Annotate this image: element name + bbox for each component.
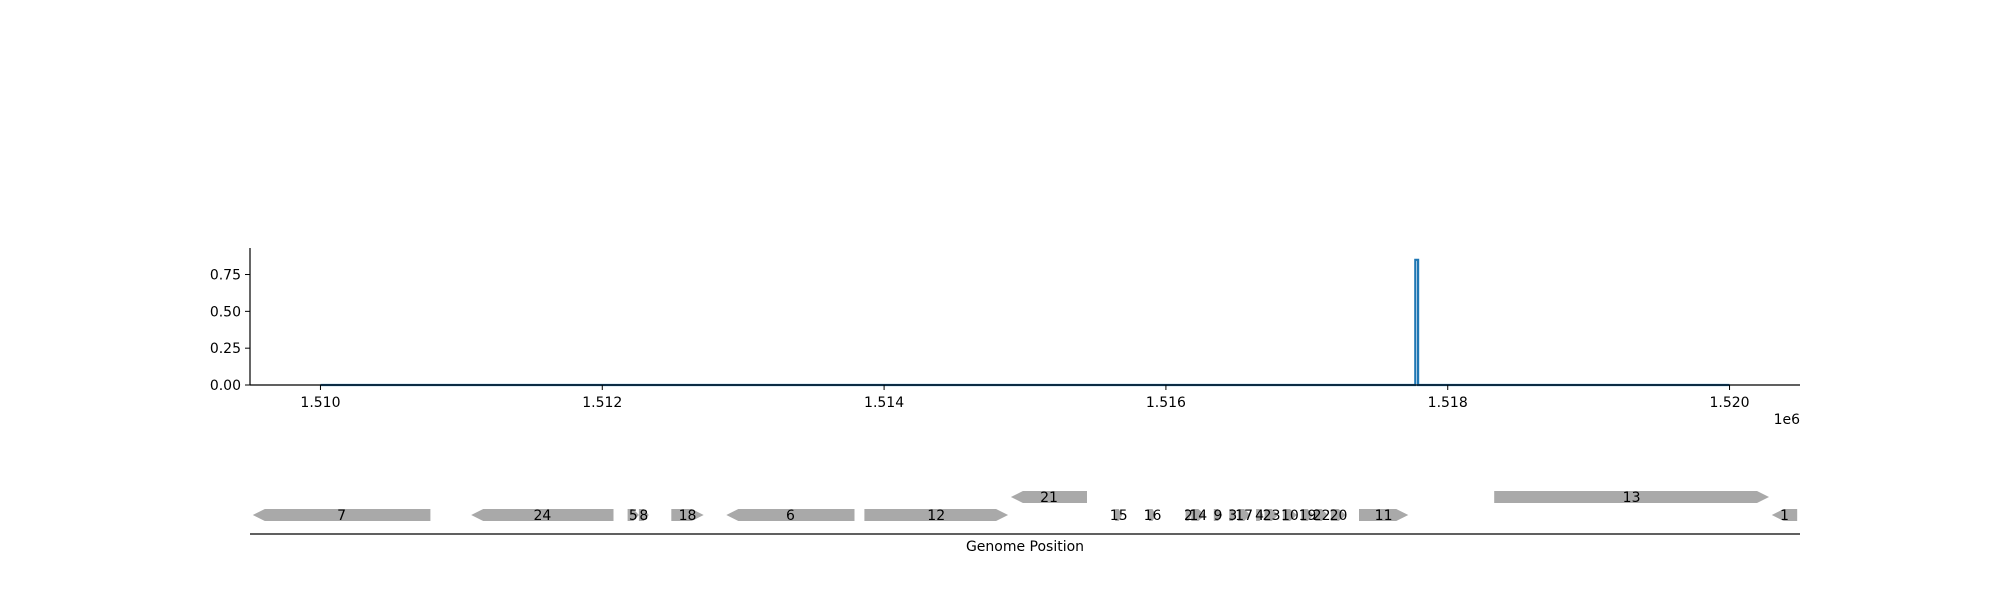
gene-feature-16 [1149,509,1156,521]
gene-label-22: 22 [1313,508,1331,524]
gene-label-4: 4 [1255,508,1264,524]
gene-feature-4 [1256,509,1264,521]
gene-feature-19 [1301,509,1314,521]
x-tick-label: 1.512 [582,395,622,411]
gene-label-23: 23 [1263,508,1281,524]
gene-feature-17 [1237,509,1251,521]
gene-feature-23 [1264,509,1279,521]
x-tick-label: 1.516 [1146,395,1186,411]
y-tick-label: 0.00 [210,378,241,394]
gene-label-2: 2 [1184,508,1193,524]
gene-feature-24 [471,509,614,521]
gene-label-13: 13 [1623,490,1641,506]
gene-label-5: 5 [629,508,638,524]
x-axis-offset-label: 1e6 [1774,412,1801,428]
gene-feature-21 [1010,491,1087,503]
gene-label-21: 21 [1040,490,1058,506]
gene-label-12: 12 [927,508,945,524]
coverage-line-0 [320,258,1730,387]
gene-label-18: 18 [679,508,697,524]
gene-label-24: 24 [533,508,551,524]
gene-feature-7 [252,509,431,521]
gene-feature-12 [864,509,1009,521]
gene-label-16: 16 [1144,508,1162,524]
gene-label-19: 19 [1299,508,1317,524]
x-tick-label: 1.510 [300,395,340,411]
gene-feature-6 [726,509,855,521]
x-tick-label: 1.514 [864,395,904,411]
gene-feature-2 [1185,509,1192,521]
gene-feature-13 [1494,491,1769,503]
gene-label-11: 11 [1375,508,1393,524]
gene-label-9: 9 [1214,508,1223,524]
x-tick-label: 1.520 [1709,395,1749,411]
y-tick-label: 0.25 [210,341,241,357]
gene-label-7: 7 [337,508,346,524]
gene-feature-14 [1191,509,1206,521]
gene-feature-10 [1282,509,1297,521]
gene-label-6: 6 [786,508,795,524]
gene-label-1: 1 [1780,508,1789,524]
gene-track-x-axis-label: Genome Position [966,539,1084,555]
gene-feature-11 [1359,509,1409,521]
gene-feature-15 [1115,509,1123,521]
x-axis-ticks: 1.510 1.512 1.514 1.516 1.518 1.520 [300,385,1750,411]
gene-feature-8 [638,509,649,521]
gene-label-15: 15 [1110,508,1128,524]
gene-feature-22 [1315,509,1328,521]
coverage-series [320,258,1730,387]
gene-feature-1 [1771,509,1798,521]
gene-feature-5 [627,509,639,521]
y-tick-label: 0.75 [210,268,241,284]
y-axis-ticks: 0.00 0.25 0.50 0.75 [210,268,250,394]
gene-label-20: 20 [1330,508,1348,524]
gene-feature-20 [1330,509,1347,521]
gene-feature-18 [671,509,704,521]
gene-label-8: 8 [639,508,648,524]
coverage-plot: 0.000.250.500.75 1.510 1.512 1.514 1.516 1.5… [210,248,1800,428]
gene-label-3: 3 [1228,508,1237,524]
gene-feature-9 [1213,509,1223,521]
x-tick-label: 1.518 [1428,395,1468,411]
gene-feature-3 [1229,509,1237,521]
y-tick-label: 0.50 [210,304,241,320]
gene-label-14: 14 [1189,508,1207,524]
gene-label-10: 10 [1281,508,1299,524]
gene-label-17: 17 [1235,508,1253,524]
